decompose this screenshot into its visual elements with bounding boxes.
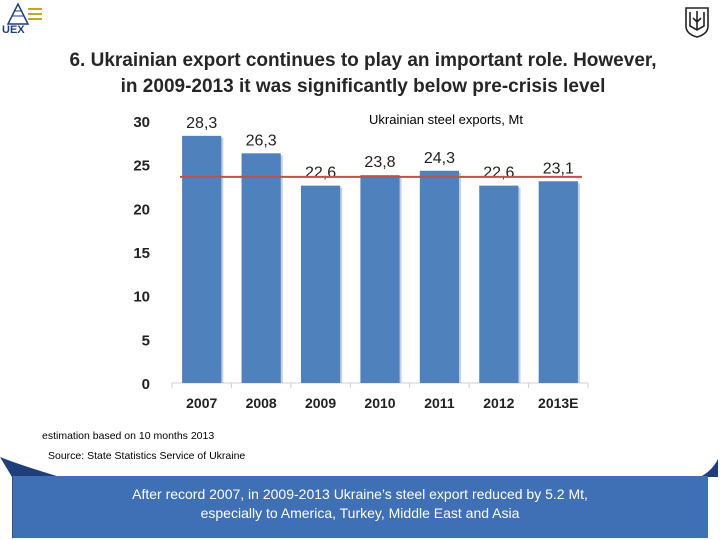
estimation-note: estimation based on 10 months 2013 — [42, 430, 215, 442]
bar — [182, 135, 222, 383]
x-tick-label: 2007 — [186, 395, 217, 411]
y-tick-label: 25 — [133, 158, 150, 175]
x-tick-label: 2008 — [246, 395, 277, 411]
y-tick-label: 20 — [133, 201, 150, 218]
bar — [419, 170, 460, 383]
data-label: 22,6 — [483, 165, 514, 182]
steel-exports-chart: Ukrainian steel exports, Mt 0 5 10 15 20 25 30 2… — [133, 112, 589, 411]
y-tick-label: 30 — [133, 114, 150, 131]
data-label: 26,3 — [246, 132, 277, 149]
trident-icon — [684, 6, 710, 38]
bar — [241, 153, 281, 383]
bar — [360, 175, 400, 383]
y-tick-label: 5 — [142, 332, 150, 349]
source-note: Source: State Statistics Service of Ukra… — [48, 450, 246, 462]
data-label: 23,8 — [364, 154, 395, 171]
page-title: 6. Ukrainian export continues to play an… — [18, 48, 708, 100]
x-tick-label: 2012 — [483, 395, 514, 411]
bar — [300, 185, 341, 383]
bar — [538, 181, 578, 383]
summary-text: After record 2007, in 2009-2013 Ukraine’… — [60, 485, 660, 523]
x-tick-label: 2013E — [538, 395, 578, 411]
logo-text: UEX — [2, 24, 25, 36]
data-label: 24,3 — [424, 150, 455, 167]
summary-box — [12, 476, 708, 538]
uex-logo — [4, 2, 48, 38]
data-label: 22,6 — [305, 165, 336, 182]
summary-line-1: After record 2007, in 2009-2013 Ukraine’… — [132, 486, 588, 502]
x-tick-label: 2011 — [424, 395, 455, 411]
data-label: 28,3 — [186, 115, 217, 132]
summary-line-2: especially to America, Turkey, Middle Ea… — [200, 505, 520, 521]
title-line-2: in 2009-2013 it was significantly below … — [120, 76, 606, 97]
bar — [479, 185, 519, 383]
y-tick-label: 0 — [142, 376, 150, 393]
y-tick-label: 15 — [133, 245, 150, 262]
x-tick-label: 2010 — [364, 395, 395, 411]
x-tick-label: 2009 — [305, 395, 336, 411]
chart-title: Ukrainian steel exports, Mt — [369, 112, 523, 127]
data-label: 23,1 — [543, 160, 574, 177]
decorative-swoosh — [0, 457, 718, 477]
title-line-1: 6. Ukrainian export continues to play an… — [69, 50, 657, 71]
y-tick-label: 10 — [133, 289, 150, 306]
